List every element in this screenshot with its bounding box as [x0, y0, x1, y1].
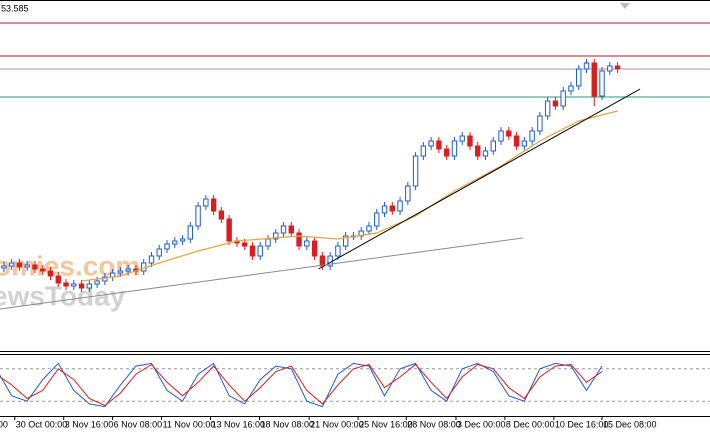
candle-body — [397, 200, 403, 212]
candle-body — [405, 185, 411, 202]
candle-body — [412, 155, 419, 187]
candle-body — [428, 140, 434, 147]
candle-body — [257, 245, 263, 257]
candle-body — [280, 225, 287, 234]
candle-body — [203, 198, 209, 207]
candle-body — [55, 275, 61, 284]
candle-body — [560, 90, 566, 107]
candle-body — [94, 280, 100, 285]
x-tick-label: 8 Dec 00:00 — [506, 419, 555, 429]
x-tick-label: 30 Oct 00:00 — [16, 419, 68, 429]
candle-body — [164, 243, 170, 250]
candle-body — [342, 235, 349, 247]
candle-body — [614, 65, 621, 70]
candle-body — [568, 85, 574, 92]
x-tick-label: 28 Nov 08:00 — [407, 419, 461, 429]
candle-body — [8, 262, 15, 267]
candle-body — [490, 140, 496, 152]
candle-body — [265, 238, 271, 247]
x-tick-label: 15 Dec 08:00 — [603, 419, 657, 429]
candle-body — [443, 148, 450, 157]
candle-body — [521, 140, 528, 147]
candle-body — [288, 225, 295, 234]
candle-body — [475, 145, 481, 157]
scroll-marker — [620, 3, 630, 9]
candle-body — [249, 245, 256, 257]
candle-body — [210, 198, 217, 212]
candle-body — [148, 255, 155, 264]
x-tick-label: 6 Nov 08:00 — [114, 419, 163, 429]
candle-body — [436, 140, 442, 150]
x-tick-label: 13 Nov 16:00 — [212, 419, 266, 429]
x-tick-label: 11 Nov 00:00 — [163, 419, 216, 429]
x-tick-label: 00 — [0, 419, 8, 429]
candle-body — [63, 282, 69, 287]
candle-body — [241, 242, 248, 247]
candle-body — [576, 68, 582, 87]
candle-body — [583, 62, 590, 70]
candle-body — [1, 265, 7, 269]
candle-body — [467, 135, 473, 147]
candle-body — [156, 248, 162, 257]
candle-body — [529, 130, 535, 142]
candle-body — [552, 100, 559, 107]
stochastic-line — [0, 362, 603, 408]
candle-body — [86, 283, 93, 289]
candle-body — [47, 270, 54, 277]
candle-body — [319, 255, 326, 267]
candle-body — [599, 70, 605, 97]
candle-body — [366, 225, 372, 232]
candle-body — [16, 262, 23, 268]
x-tick-label: 25 Nov 16:00 — [359, 419, 413, 429]
candle-body — [117, 270, 124, 274]
candle-body — [78, 283, 85, 289]
x-tick-label: 3 Dec 00:00 — [457, 419, 506, 429]
candle-body — [296, 232, 302, 247]
moving-average — [81, 110, 618, 282]
candle-body — [102, 276, 108, 282]
candle-body — [273, 232, 279, 240]
candle-body — [459, 135, 465, 142]
candle-body — [179, 238, 186, 242]
candle-body — [226, 218, 232, 242]
candle-body — [141, 262, 147, 272]
candle-body — [195, 205, 201, 227]
candle-body — [506, 130, 512, 137]
candle-body — [420, 145, 427, 157]
candle-body — [304, 240, 310, 247]
candle-body — [607, 65, 613, 72]
candle-body — [451, 140, 458, 157]
stochastic-line — [0, 363, 603, 407]
candle-body — [389, 205, 395, 212]
trendline — [318, 88, 641, 270]
x-tick-label: 10 Dec 16:00 — [555, 419, 609, 429]
candle-body — [591, 62, 597, 97]
candle-body — [24, 264, 30, 268]
candle-body — [32, 264, 38, 270]
candle-body — [125, 268, 131, 272]
candle-body — [537, 115, 543, 132]
candle-body — [172, 240, 178, 245]
candle-body — [187, 225, 194, 240]
candle-body — [374, 212, 380, 227]
candle-body — [513, 135, 520, 147]
candle-body — [335, 245, 341, 257]
x-tick-label: 3 Nov 16:00 — [65, 419, 114, 429]
candle-body — [40, 268, 46, 272]
candle-body — [482, 150, 489, 157]
candle-body — [544, 100, 551, 117]
x-tick-label: 21 Nov 00:00 — [310, 419, 364, 429]
candle-body — [498, 130, 504, 142]
x-tick-label: 18 Nov 08:00 — [260, 419, 314, 429]
candle-body — [71, 283, 77, 287]
trendline — [0, 237, 523, 310]
candle-body — [218, 210, 225, 220]
header-label: 53.585 — [1, 3, 29, 13]
candle-body — [311, 240, 318, 257]
candle-body — [381, 205, 388, 214]
